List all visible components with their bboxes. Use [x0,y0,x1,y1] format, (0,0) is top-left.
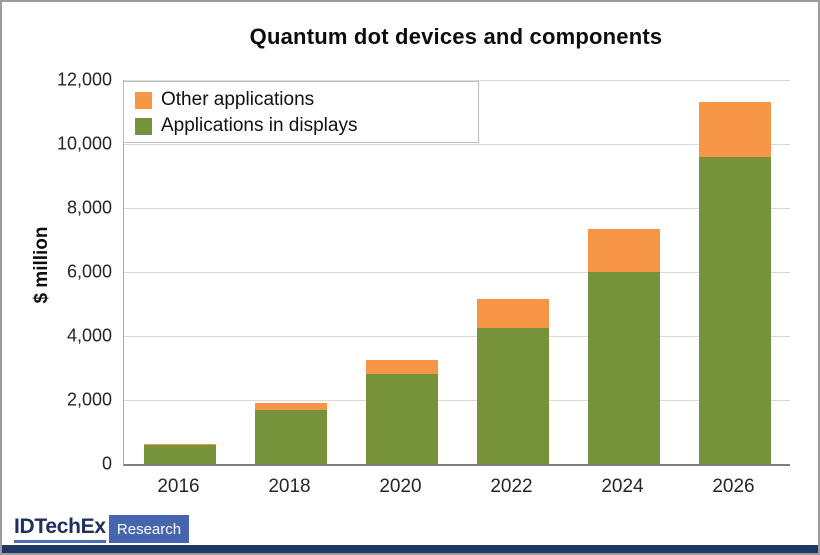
gridline-2000 [124,400,790,401]
bar-2024-other-applications [587,228,660,272]
bar-2016-applications-in-displays [143,444,216,464]
y-tick-label: 10,000 [56,133,112,154]
bar-2018-applications-in-displays [254,409,327,464]
gridline-12000 [124,80,790,81]
x-tick-label: 2022 [490,476,533,497]
bar-2026-other-applications [698,102,771,157]
legend: Other applications Applications in displ… [123,81,479,143]
y-tick-label: 6,000 [66,261,112,282]
x-axis-labels: 2016 2018 2020 2022 2024 2026 [123,476,789,502]
y-axis-labels: 0 2,000 4,000 6,000 8,000 10,000 12,000 [2,70,112,474]
chart-title: Quantum dot devices and components [249,24,663,49]
y-tick-label: 2,000 [66,389,112,410]
legend-item-other-applications: Other applications [135,87,478,113]
bar-2022-other-applications [476,299,549,328]
y-tick-label: 4,000 [66,325,112,346]
x-tick-label: 2026 [712,476,755,497]
x-tick-label: 2018 [268,476,311,497]
x-tick-label: 2016 [157,476,200,497]
x-tick-label: 2020 [379,476,422,497]
y-tick-label: 12,000 [56,69,112,90]
legend-label: Applications in displays [161,115,358,136]
bar-2018-other-applications [254,403,327,410]
legend-swatch-displays-icon [135,117,152,135]
bar-2026-applications-in-displays [698,156,771,464]
gridline-4000 [124,336,790,337]
bar-2024-applications-in-displays [587,272,660,464]
logo-underline [14,540,106,543]
logo-idtechex: IDTechEx [14,515,106,538]
bar-2020-other-applications [365,360,438,375]
bar-2020-applications-in-displays [365,374,438,464]
gridline-10000 [124,144,790,145]
legend-label: Other applications [161,89,315,110]
bottom-brand-strip [2,545,818,553]
y-tick-label: 0 [101,453,112,474]
gridline-6000 [124,272,790,273]
gridline-8000 [124,208,790,209]
bar-2016-other-applications [143,443,216,445]
legend-swatch-other-icon [135,91,152,109]
x-tick-label: 2024 [601,476,644,497]
legend-item-applications-in-displays: Applications in displays [135,113,478,139]
plot-area [123,80,790,466]
bar-2022-applications-in-displays [476,328,549,464]
logo-research-badge: Research [109,515,189,543]
y-tick-label: 8,000 [66,197,112,218]
